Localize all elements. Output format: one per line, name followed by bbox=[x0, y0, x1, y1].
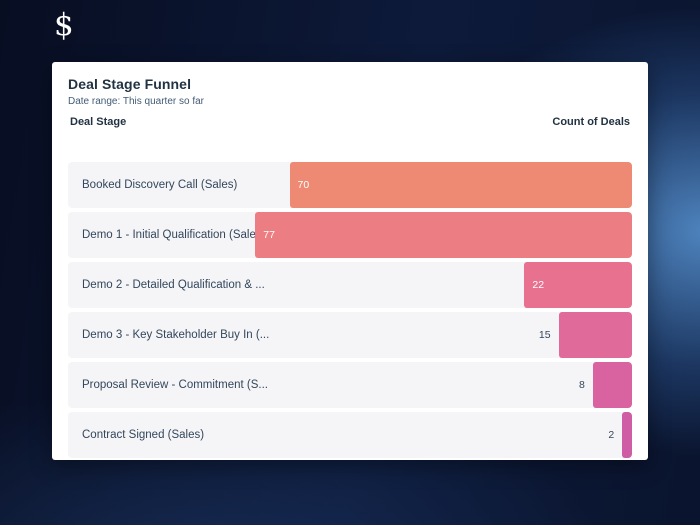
funnel-bar[interactable]: 77 bbox=[255, 212, 632, 258]
deal-stage-label: Booked Discovery Call (Sales) bbox=[82, 179, 238, 191]
deal-stage-label: Contract Signed (Sales) bbox=[82, 429, 205, 441]
report-title: Deal Stage Funnel bbox=[68, 76, 192, 92]
deal-stage-header: Deal Stage bbox=[70, 116, 127, 128]
report-card: Deal Stage Funnel Date range: This quart… bbox=[52, 62, 648, 460]
deal-stage-label: Proposal Review - Commitment (S... bbox=[82, 379, 268, 391]
count-label: 8 bbox=[579, 379, 585, 391]
funnel-row: Proposal Review - Commitment (S... 8 bbox=[68, 362, 632, 408]
count-label: 22 bbox=[532, 279, 545, 291]
funnel-row: Contract Signed (Sales) 2 bbox=[68, 412, 632, 458]
funnel-row: Demo 2 - Detailed Qualification & ... 22 bbox=[68, 262, 632, 308]
funnel-bar[interactable] bbox=[592, 362, 632, 408]
date-range-label: Date range: This quarter so far bbox=[68, 96, 204, 107]
funnel-bar[interactable]: 70 bbox=[289, 162, 632, 208]
count-label: 15 bbox=[538, 329, 551, 341]
deal-stage-label: Demo 2 - Detailed Qualification & ... bbox=[82, 279, 265, 291]
deal-stage-label: Demo 1 - Initial Qualification (Sales) bbox=[82, 229, 266, 241]
count-label: 2 bbox=[608, 429, 615, 441]
funnel-bar[interactable] bbox=[558, 312, 632, 358]
count-of-deals-header: Count of Deals bbox=[552, 116, 630, 128]
deal-stage-label: Demo 3 - Key Stakeholder Buy In (... bbox=[82, 329, 270, 341]
funnel-row: Booked Discovery Call (Sales) 70 bbox=[68, 162, 632, 208]
dollar-logo-icon: $ bbox=[54, 7, 74, 43]
funnel-bar[interactable]: 22 bbox=[524, 262, 632, 308]
funnel-bar[interactable] bbox=[622, 412, 632, 458]
funnel-row: Demo 3 - Key Stakeholder Buy In (... 15 bbox=[68, 312, 632, 358]
count-label: 77 bbox=[263, 229, 275, 241]
funnel-row: Demo 1 - Initial Qualification (Sales) 77 bbox=[68, 212, 632, 258]
funnel-rows: Booked Discovery Call (Sales) 70 Demo 1 - … bbox=[68, 162, 632, 458]
count-label: 70 bbox=[297, 179, 310, 191]
column-headers: Deal Stage Count of Deals bbox=[70, 116, 630, 128]
